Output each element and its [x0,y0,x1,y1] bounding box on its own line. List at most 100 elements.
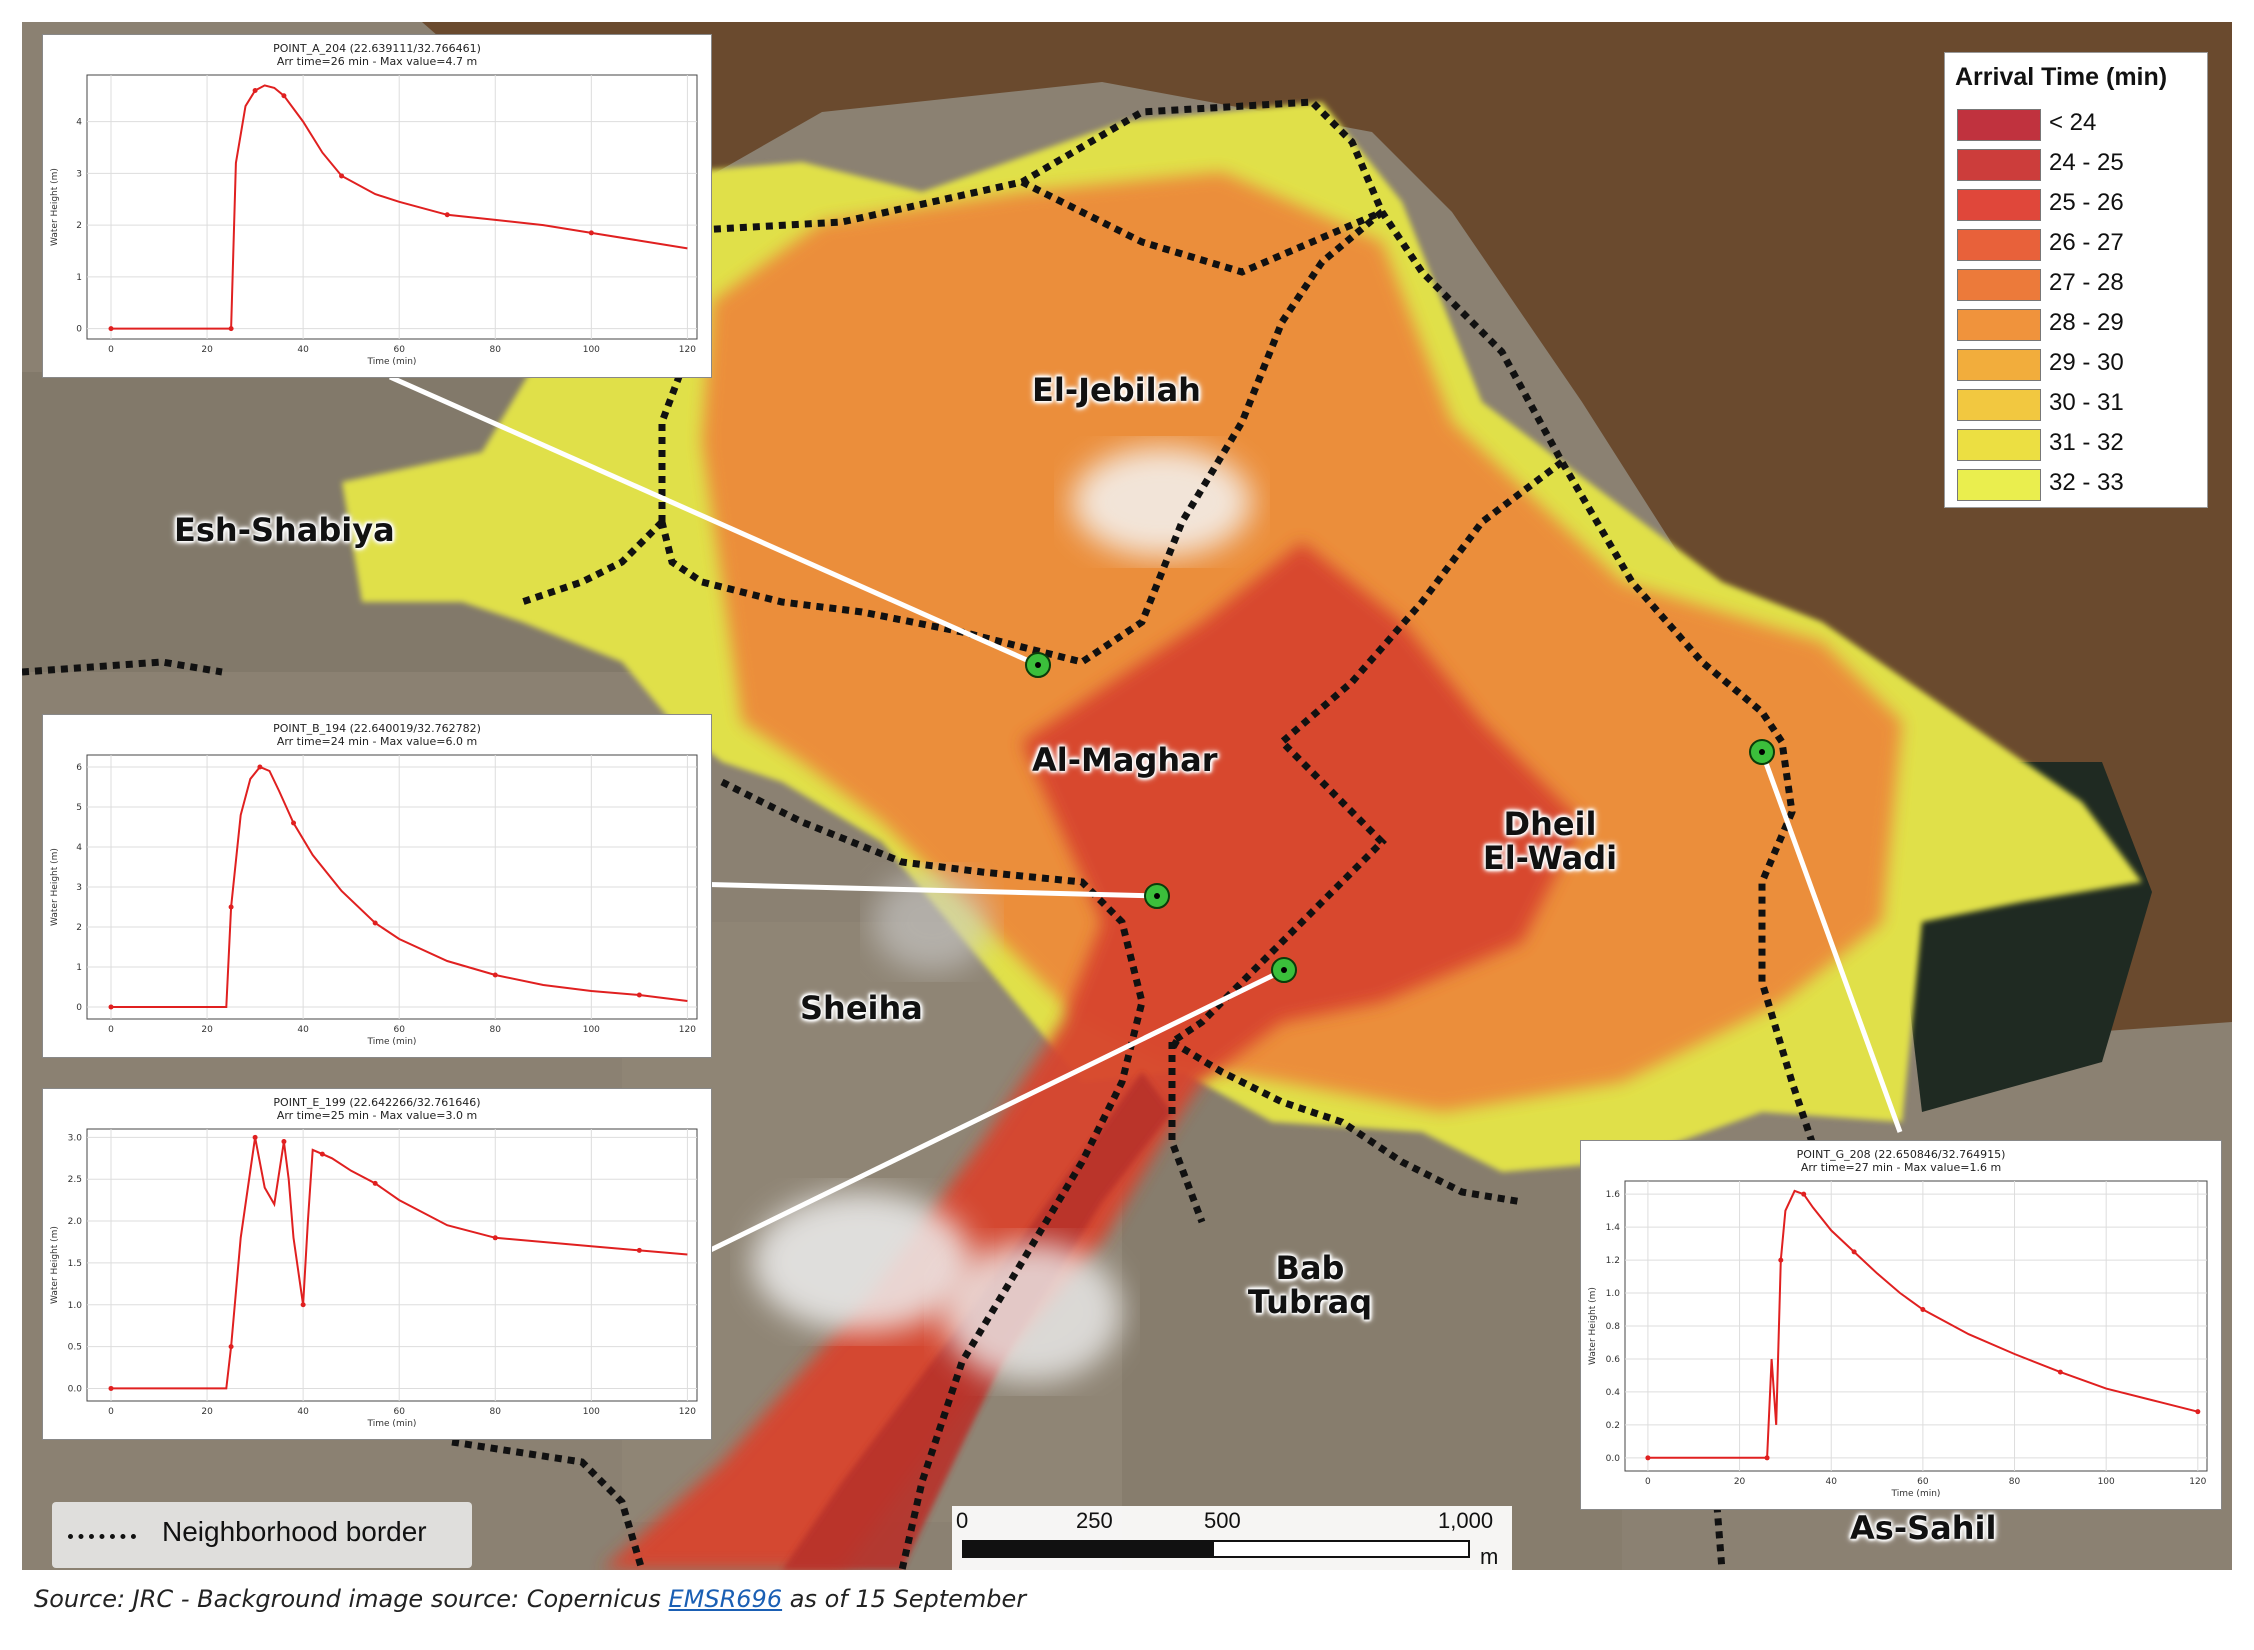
x-tick-label: 120 [679,1407,696,1417]
legend-label: 29 - 30 [2049,349,2124,376]
y-tick-label: 0 [76,1003,82,1013]
y-tick-label: 1.4 [1606,1223,1621,1233]
data-point [2057,1369,2063,1375]
x-tick-label: 80 [490,1407,502,1417]
x-tick-label: 100 [583,345,600,355]
chart-subtitle: Arr time=27 min - Max value=1.6 m [1800,1161,2002,1174]
legend-swatch [1957,349,2041,381]
x-tick-label: 0 [108,1407,114,1417]
y-tick-label: 0 [76,325,82,335]
x-tick-label: 100 [583,1025,600,1035]
legend-item: 31 - 32 [1957,427,2197,461]
legend-swatch [1957,189,2041,221]
data-point [339,173,345,179]
data-point [372,920,378,926]
series-line [111,1137,688,1390]
line-plot: 0 20 40 60 80 100 120 0.0 0.2 0.4 0.6 0.8 1.0 1.2 1.4 1… [1588,1180,2208,1499]
emsr696-link[interactable]: EMSR696 [668,1585,783,1613]
connector-lines [388,374,1903,1263]
x-tick-label: 120 [679,1025,696,1035]
y-tick-label: 0.0 [68,1384,83,1394]
data-point [257,764,263,770]
chart-subtitle: Arr time=24 min - Max value=6.0 m [276,735,478,748]
line-plot: 0 20 40 60 80 100 120 0 1 2 3 4 5 6 Time (min) Water He… [50,754,698,1047]
scale-unit: m [1480,1544,1499,1569]
label-sheiha: Sheiha [800,989,923,1027]
y-tick-label: 4 [76,118,82,128]
chart-point-b: POINT_B_194 (22.640019/32.762782) Arr ti… [42,714,712,1058]
x-axis-label: Time (min) [367,1037,417,1047]
series-line [111,84,688,330]
y-tick-label: 3 [76,169,82,179]
map-canvas [22,22,2232,1570]
y-tick-label: 1.0 [1606,1289,1621,1299]
y-tick-label: 0.6 [1606,1355,1621,1365]
legend-label: 28 - 29 [2049,309,2124,336]
legend-swatch [1957,469,2041,501]
x-axis-label: Time (min) [367,1419,417,1429]
legend-label: 32 - 33 [2049,469,2124,496]
y-tick-label: 0.8 [1606,1322,1621,1332]
legend-label: 30 - 31 [2049,389,2124,416]
x-tick-label: 40 [297,1407,309,1417]
chart-subtitle: Arr time=26 min - Max value=4.7 m [276,55,478,68]
y-tick-label: 2.5 [68,1175,82,1185]
x-axis-label: Time (min) [1891,1489,1941,1499]
chart-point-e: POINT_E_199 (22.642266/32.761646) Arr ti… [42,1088,712,1440]
legend-swatch [1957,309,2041,341]
legend-item: 32 - 33 [1957,467,2197,501]
source-prefix: Source: JRC - Background image source: C… [34,1585,669,1613]
x-tick-label: 20 [201,345,213,355]
y-tick-label: 3.0 [68,1133,83,1143]
data-point [228,904,234,910]
x-tick-label: 20 [201,1407,213,1417]
series-line [111,765,688,1008]
label-al-maghar: Al-Maghar [1032,741,1218,779]
scale-segment-dark [962,1540,1214,1558]
scale-tick: 250 [1076,1508,1113,1533]
plot-frame [86,74,698,340]
legend-item: 26 - 27 [1957,227,2197,261]
y-axis-label: Water Height (m) [1588,1287,1598,1365]
cloud [942,1242,1122,1382]
data-point [372,1180,378,1186]
scale-tick: 500 [1204,1508,1241,1533]
flood-arrival-map: El-Jebilah Esh-Shabiya Al-Maghar Dheil E… [22,22,2232,1570]
legend-label: 25 - 26 [2049,189,2124,216]
chart-point-a: POINT_A_204 (22.639111/32.766461) Arr ti… [42,34,712,378]
y-tick-label: 1.0 [68,1301,83,1311]
data-point [108,1385,114,1391]
legend-item: 24 - 25 [1957,147,2197,181]
data-point [291,820,297,826]
label-dheil-line1: Dheil [1503,805,1597,843]
data-point [1764,1455,1770,1461]
legend-swatch [1957,269,2041,301]
label-bab-tubraq: Bab Tubraq [1230,1251,1390,1321]
label-dheil-line2: El-Wadi [1482,838,1618,877]
legend-label: 26 - 27 [2049,229,2124,256]
source-suffix: as of 15 September [782,1585,1027,1613]
label-esh-shabiya: Esh-Shabiya [174,511,395,549]
y-tick-label: 1.2 [1606,1256,1620,1266]
data-point [252,88,258,94]
label-bab-line2: Tubraq [1247,1282,1373,1321]
label-el-jebilah: El-Jebilah [1032,371,1201,409]
x-tick-label: 100 [2098,1477,2115,1487]
data-point [1801,1191,1807,1197]
sample-markers [1025,652,1775,983]
label-as-sahil: As-Sahil [1850,1509,1997,1547]
legend-swatch [1957,389,2041,421]
y-tick-label: 4 [76,843,82,853]
data-point [228,326,234,332]
line-plot: 0 20 40 60 80 100 120 0 1 2 3 4 Time (min) Water Heig… [50,74,698,367]
y-tick-label: 6 [76,763,82,773]
data-point [636,1247,642,1253]
data-point [1645,1455,1651,1461]
y-tick-label: 0.5 [68,1343,82,1353]
data-point [252,1134,258,1140]
flood-zone-red [602,542,1582,1570]
legend-swatch [1957,429,2041,461]
y-tick-label: 0.0 [1606,1454,1621,1464]
y-tick-label: 0.4 [1606,1388,1621,1398]
data-point [319,1151,325,1157]
